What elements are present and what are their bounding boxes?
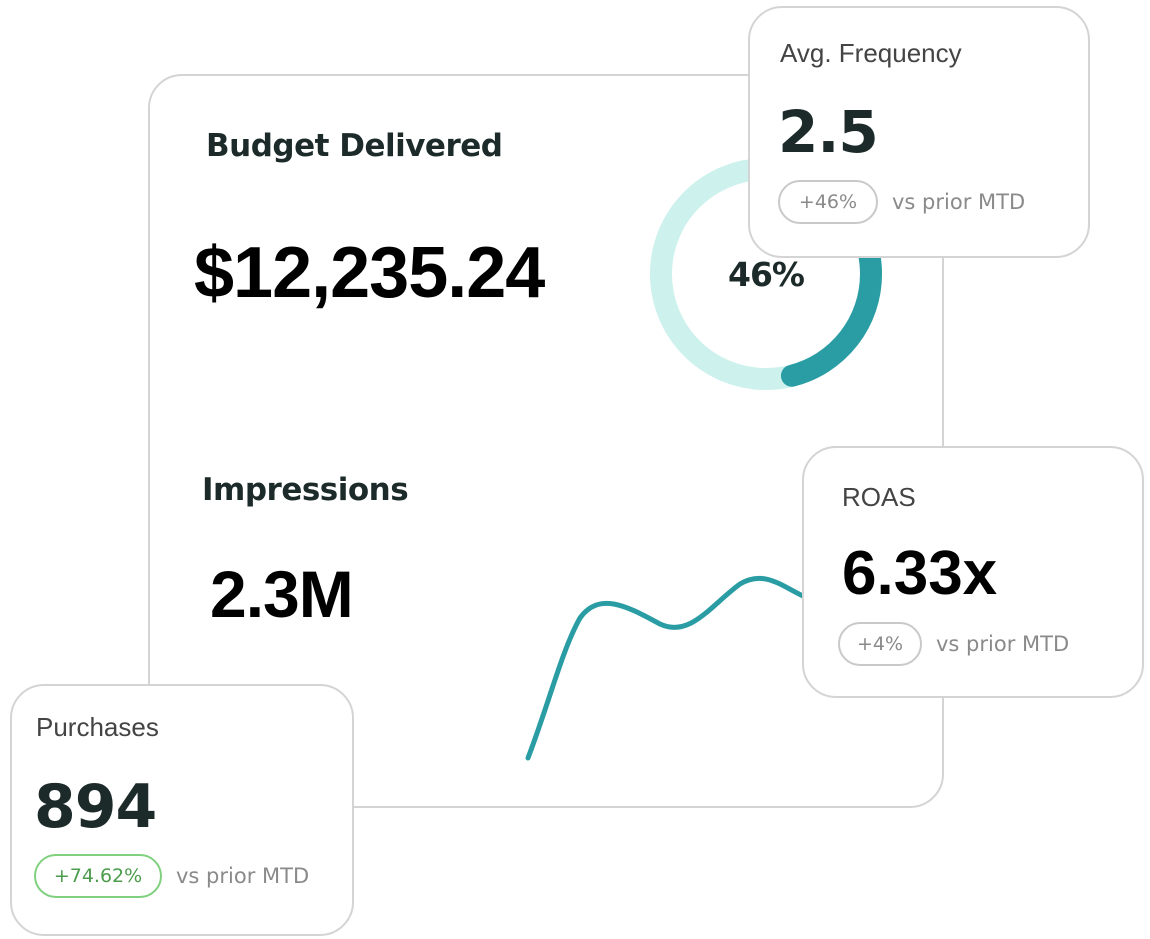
purchases-card (10, 684, 354, 936)
avg-frequency-change-badge: +46% (778, 180, 878, 224)
impressions-trend-line (525, 576, 820, 761)
purchases-title: Purchases (36, 712, 159, 742)
purchases-comparison: vs prior MTD (176, 864, 310, 888)
roas-title: ROAS (842, 482, 916, 512)
budget-delivered-amount: $12,235.24 (194, 233, 545, 313)
purchases-change-badge: +74.62% (34, 854, 162, 898)
avg-frequency-comparison: vs prior MTD (892, 190, 1026, 214)
roas-change-badge: +4% (838, 622, 922, 666)
roas-comparison: vs prior MTD (936, 632, 1070, 656)
avg-frequency-value: 2.5 (778, 98, 879, 166)
trend-path (525, 576, 820, 761)
budget-delivered-title: Budget Delivered (206, 128, 503, 164)
donut-percent-label: 46% (728, 254, 805, 294)
purchases-value: 894 (34, 772, 157, 842)
roas-value: 6.33x (842, 539, 998, 608)
impressions-title: Impressions (202, 472, 409, 508)
impressions-value: 2.3M (210, 557, 354, 631)
avg-frequency-title: Avg. Frequency (780, 38, 962, 68)
avg-frequency-card (748, 6, 1090, 258)
